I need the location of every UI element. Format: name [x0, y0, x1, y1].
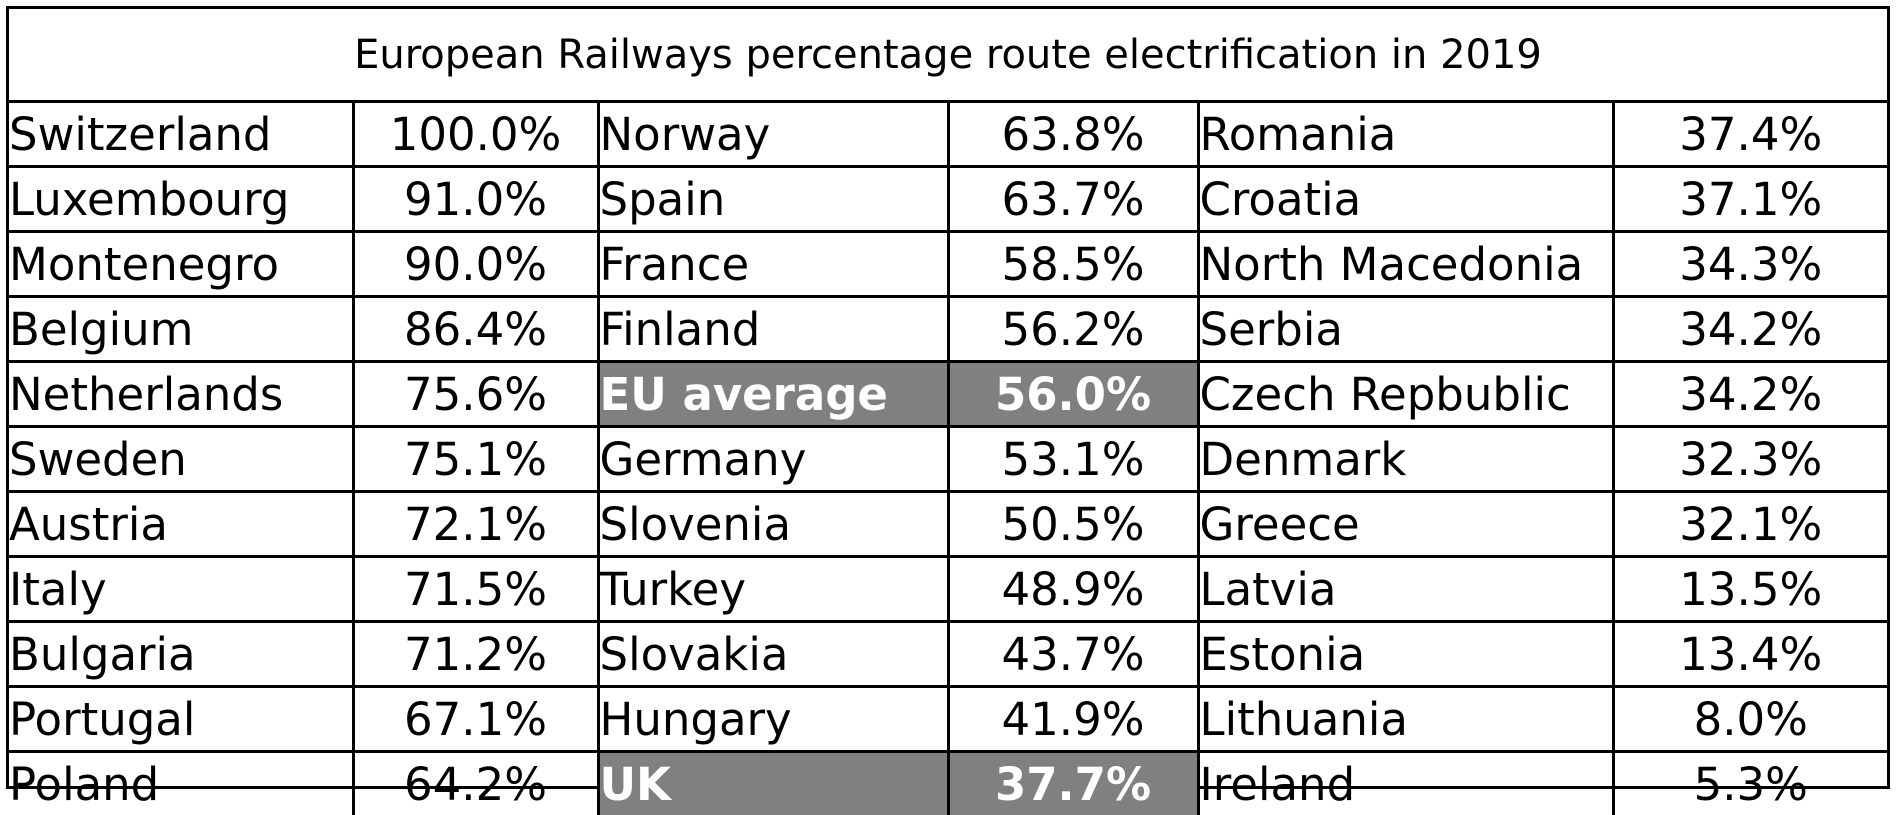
electrification-value-cell: 48.9% [948, 557, 1198, 622]
country-name-cell: Switzerland [9, 103, 353, 167]
country-name-cell: Denmark [1198, 427, 1613, 492]
country-name-cell: Latvia [1198, 557, 1613, 622]
country-name-cell: Serbia [1198, 297, 1613, 362]
country-name-cell: North Macedonia [1198, 232, 1613, 297]
country-name-cell: Poland [9, 752, 353, 815]
table-title: European Railways percentage route elect… [9, 9, 1887, 103]
country-name-cell: Germany [598, 427, 948, 492]
country-name-cell: Turkey [598, 557, 948, 622]
country-name-cell: Croatia [1198, 167, 1613, 232]
country-name-cell: Romania [1198, 103, 1613, 167]
electrification-value-cell: 64.2% [353, 752, 598, 815]
country-name-cell: Netherlands [9, 362, 353, 427]
electrification-value-cell: 43.7% [948, 622, 1198, 687]
electrification-value-cell: 90.0% [353, 232, 598, 297]
electrification-value-cell: 75.6% [353, 362, 598, 427]
electrification-value-cell: 75.1% [353, 427, 598, 492]
electrification-value-cell: 41.9% [948, 687, 1198, 752]
electrification-value-cell: 37.1% [1613, 167, 1887, 232]
country-name-cell: Estonia [1198, 622, 1613, 687]
electrification-value-cell: 13.5% [1613, 557, 1887, 622]
electrification-value-cell: 32.1% [1613, 492, 1887, 557]
electrification-value-cell: 91.0% [353, 167, 598, 232]
electrification-value-cell: 37.4% [1613, 103, 1887, 167]
electrification-value-cell: 37.7% [948, 752, 1198, 815]
country-name-cell: Belgium [9, 297, 353, 362]
electrification-value-cell: 71.5% [353, 557, 598, 622]
country-name-cell: UK [598, 752, 948, 815]
electrification-value-cell: 5.3% [1613, 752, 1887, 815]
electrification-value-cell: 32.3% [1613, 427, 1887, 492]
electrification-value-cell: 100.0% [353, 103, 598, 167]
country-name-cell: EU average [598, 362, 948, 427]
electrification-value-cell: 58.5% [948, 232, 1198, 297]
country-name-cell: Czech Repbublic [1198, 362, 1613, 427]
country-name-cell: Portugal [9, 687, 353, 752]
country-name-cell: Lithuania [1198, 687, 1613, 752]
electrification-value-cell: 34.2% [1613, 362, 1887, 427]
country-name-cell: Bulgaria [9, 622, 353, 687]
country-name-cell: Austria [9, 492, 353, 557]
country-name-cell: Slovenia [598, 492, 948, 557]
electrification-value-cell: 53.1% [948, 427, 1198, 492]
electrification-value-cell: 56.2% [948, 297, 1198, 362]
electrification-value-cell: 34.2% [1613, 297, 1887, 362]
electrification-value-cell: 13.4% [1613, 622, 1887, 687]
country-name-cell: Slovakia [598, 622, 948, 687]
electrification-value-cell: 50.5% [948, 492, 1198, 557]
country-name-cell: Spain [598, 167, 948, 232]
electrification-value-cell: 34.3% [1613, 232, 1887, 297]
country-name-cell: Italy [9, 557, 353, 622]
country-name-cell: Luxembourg [9, 167, 353, 232]
country-name-cell: Sweden [9, 427, 353, 492]
electrification-value-cell: 86.4% [353, 297, 598, 362]
electrification-value-cell: 56.0% [948, 362, 1198, 427]
electrification-value-cell: 63.7% [948, 167, 1198, 232]
electrification-table: European Railways percentage route elect… [6, 6, 1890, 789]
electrification-value-cell: 71.2% [353, 622, 598, 687]
country-name-cell: Norway [598, 103, 948, 167]
electrification-value-cell: 67.1% [353, 687, 598, 752]
country-name-cell: France [598, 232, 948, 297]
electrification-value-cell: 72.1% [353, 492, 598, 557]
country-name-cell: Hungary [598, 687, 948, 752]
country-name-cell: Ireland [1198, 752, 1613, 815]
electrification-value-cell: 8.0% [1613, 687, 1887, 752]
country-name-cell: Finland [598, 297, 948, 362]
electrification-value-cell: 63.8% [948, 103, 1198, 167]
country-name-cell: Montenegro [9, 232, 353, 297]
country-name-cell: Greece [1198, 492, 1613, 557]
